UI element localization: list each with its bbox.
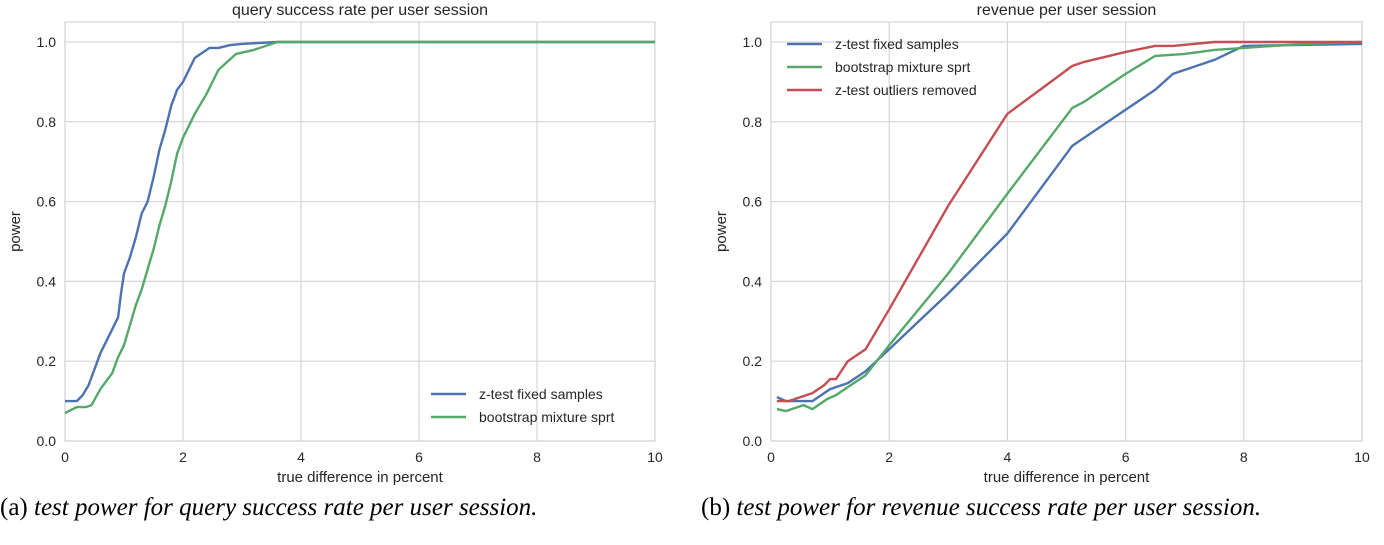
- x-tick-label: 8: [533, 449, 541, 465]
- y-tick-label: 1.0: [743, 34, 763, 50]
- x-axis-label: true difference in percent: [277, 469, 443, 486]
- x-tick-label: 0: [767, 449, 775, 465]
- y-tick-label: 0.2: [743, 353, 763, 369]
- x-tick-label: 6: [1122, 449, 1130, 465]
- y-tick-label: 0.2: [37, 353, 57, 369]
- y-tick-label: 0.8: [743, 114, 763, 130]
- plot-frame: [64, 21, 656, 442]
- series-line-z-test-outliers-removed: [776, 40, 1362, 403]
- y-tick-label: 0.4: [37, 273, 57, 289]
- x-tick-label: 0: [61, 449, 69, 465]
- y-tick-label: 1.0: [37, 34, 57, 50]
- caption-b-text: test power for revenue success rate per …: [736, 494, 1262, 521]
- legend-entry: bootstrap mixture sprt: [835, 59, 970, 75]
- chart-b: 0 2 4 6 8 10 0.0 0.2 0.4 0.6 0.8 1.0 revenue per use…: [713, 2, 1370, 486]
- series-line-z-test-fixed-samples: [776, 42, 1363, 403]
- y-tick-label: 0.0: [37, 433, 57, 449]
- caption-a-label: (a): [0, 494, 28, 521]
- x-tick-label: 4: [297, 449, 305, 465]
- x-tick-label: 10: [1354, 449, 1370, 465]
- y-tick-label: 0.6: [743, 194, 763, 210]
- legend-entry: bootstrap mixture sprt: [479, 409, 614, 425]
- x-tick-label: 8: [1240, 449, 1248, 465]
- legend-entry: z-test outliers removed: [835, 82, 977, 98]
- caption-b: (b) test power for revenue success rate …: [701, 494, 1261, 522]
- caption-b-label: (b): [701, 494, 731, 521]
- chart-title: revenue per user session: [977, 2, 1157, 19]
- legend: z-test fixed samples bootstrap mixture sp…: [431, 386, 614, 425]
- y-axis-label: power: [7, 211, 24, 252]
- x-tick-label: 6: [415, 449, 423, 465]
- x-tick-label: 2: [179, 449, 187, 465]
- x-tick-label: 2: [885, 449, 893, 465]
- x-tick-label: 10: [647, 449, 663, 465]
- y-tick-label: 0.8: [37, 114, 57, 130]
- legend-entry: z-test fixed samples: [479, 386, 603, 402]
- series-line-bootstrap-mixture-sprt: [64, 40, 655, 415]
- x-axis-label: true difference in percent: [984, 469, 1150, 486]
- caption-a-text: test power for query success rate per us…: [34, 494, 538, 521]
- chart-title: query success rate per user session: [232, 2, 488, 19]
- series-line-bootstrap-mixture-sprt: [776, 40, 1363, 413]
- chart-a: 0 2 4 6 8 10 0.0 0.2 0.4 0.6 0.8 1.0 query success r…: [7, 2, 663, 486]
- y-tick-label: 0.6: [37, 194, 57, 210]
- legend: z-test fixed samples bootstrap mixture sp…: [787, 36, 977, 98]
- y-tick-label: 0.4: [743, 273, 763, 289]
- caption-a: (a) test power for query success rate pe…: [0, 494, 537, 522]
- y-tick-label: 0.0: [743, 433, 763, 449]
- series-line-z-test-fixed-samples: [65, 40, 655, 403]
- y-axis-label: power: [713, 211, 730, 252]
- legend-entry: z-test fixed samples: [835, 36, 959, 52]
- x-tick-label: 4: [1004, 449, 1012, 465]
